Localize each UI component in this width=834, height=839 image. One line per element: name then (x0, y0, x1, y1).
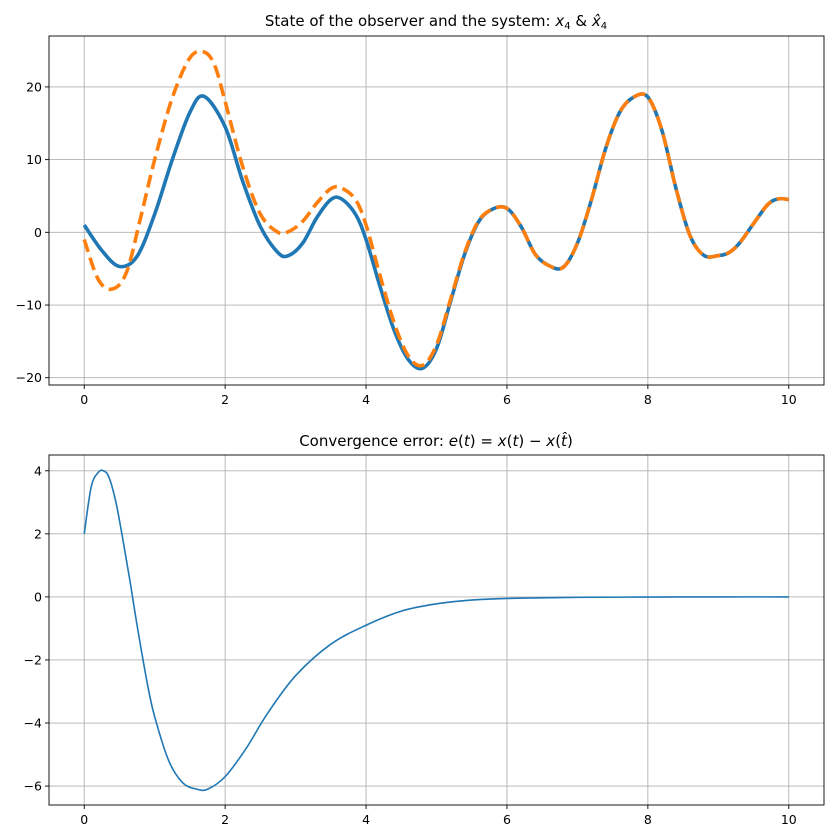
state-xtick-label: 10 (781, 392, 797, 407)
error-xtick-label: 10 (781, 812, 797, 827)
state-xtick-label: 4 (362, 392, 370, 407)
error-ytick-label: 2 (34, 526, 42, 541)
state-plot: State of the observer and the system: x4… (16, 12, 825, 407)
error-series-line-1 (83, 469, 789, 792)
state-series-line-1 (82, 92, 789, 371)
error-ytick-label: −2 (24, 652, 42, 667)
error-ytick-label: 0 (34, 589, 42, 604)
error-plot-title: Convergence error: e(t) = x(t) − x(t̂) (299, 431, 573, 450)
state-ytick-label: −20 (16, 370, 42, 385)
error-ytick-label: −4 (24, 716, 42, 731)
error-xtick-label: 6 (503, 812, 511, 827)
state-ytick-label: −10 (16, 298, 42, 313)
state-ytick-label: 10 (26, 152, 42, 167)
state-xtick-label: 2 (221, 392, 229, 407)
error-xtick-label: 4 (362, 812, 370, 827)
state-xtick-label: 0 (80, 392, 88, 407)
state-series-line-2 (82, 49, 789, 368)
error-ytick-label: 4 (34, 463, 42, 478)
state-xtick-label: 8 (644, 392, 652, 407)
state-plot-frame (48, 35, 825, 386)
state-plot-title: State of the observer and the system: x4… (265, 12, 607, 32)
error-plot: Convergence error: e(t) = x(t) − x(t̂) 0… (24, 431, 825, 827)
state-ytick-label: 20 (26, 79, 42, 94)
error-plot-frame (48, 454, 825, 806)
state-xtick-label: 6 (503, 392, 511, 407)
error-xtick-label: 0 (80, 812, 88, 827)
error-xtick-label: 2 (221, 812, 229, 827)
state-ytick-label: 0 (34, 225, 42, 240)
error-ytick-label: −6 (24, 779, 42, 794)
error-xtick-label: 8 (644, 812, 652, 827)
